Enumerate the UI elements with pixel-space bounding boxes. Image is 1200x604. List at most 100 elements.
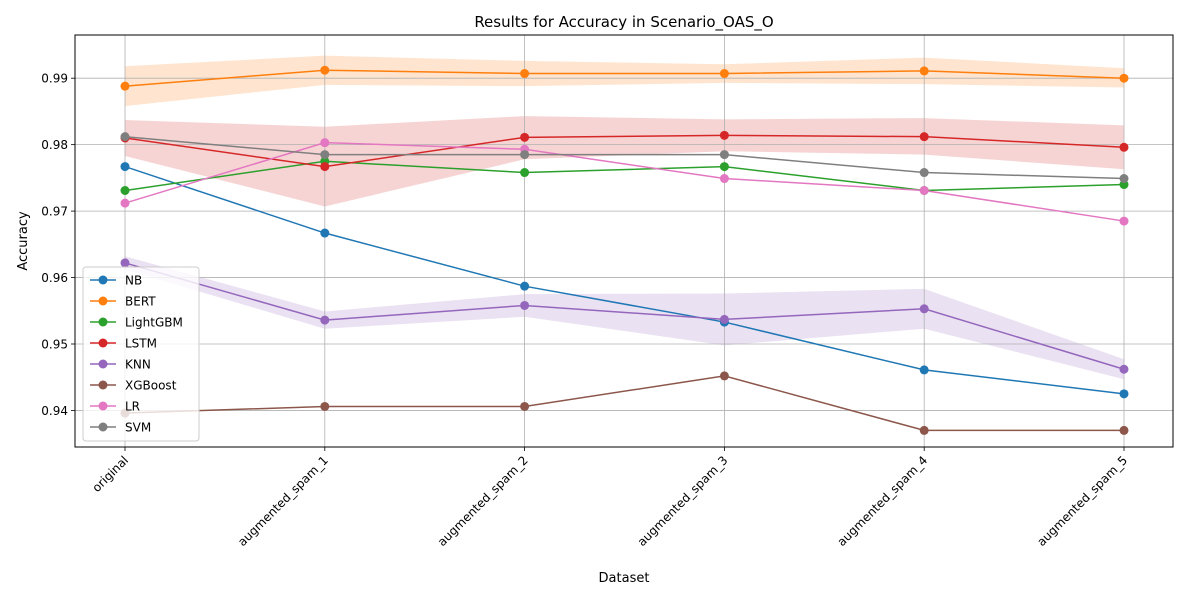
legend-entry: SVM (90, 421, 151, 435)
legend-entry: NB (90, 274, 142, 288)
data-point (719, 314, 729, 324)
data-point (320, 65, 330, 75)
series-line (124, 141, 1125, 222)
data-point (919, 304, 929, 314)
data-point (320, 228, 330, 238)
series-knn (120, 258, 1129, 374)
x-tick-label: augmented_spam_4 (834, 453, 930, 549)
series-line (124, 135, 1125, 180)
legend-swatch-marker (98, 296, 108, 306)
data-point (919, 168, 929, 178)
legend-swatch-marker (98, 401, 108, 411)
plot-frame (74, 34, 1174, 448)
legend-entry: LightGBM (90, 316, 183, 330)
x-tick-label: original (90, 453, 132, 495)
x-tick-label: augmented_spam_3 (635, 453, 731, 549)
series-line (124, 134, 1125, 168)
legend-label: XGBoost (125, 379, 177, 393)
data-point (919, 425, 929, 435)
legend-label: KNN (125, 358, 151, 372)
y-tick-label: 0.97 (41, 205, 68, 219)
data-point (520, 150, 530, 160)
legend-entry: LSTM (90, 337, 157, 351)
series-line (124, 165, 1125, 395)
x-axis-label: Dataset (599, 571, 650, 586)
data-point (320, 138, 330, 148)
y-tick-label: 0.98 (41, 138, 68, 152)
data-point (719, 162, 729, 172)
grid (75, 35, 1173, 447)
series-line (124, 375, 1124, 432)
data-point (320, 315, 330, 325)
x-tick-label: augmented_spam_5 (1034, 453, 1130, 549)
data-point (520, 281, 530, 291)
data-point (719, 371, 729, 381)
data-point (919, 185, 929, 195)
data-point (520, 69, 530, 79)
data-point (520, 300, 530, 310)
data-point (320, 150, 330, 160)
legend-swatch-marker (98, 422, 108, 432)
band-bert (125, 55, 1124, 107)
data-point (919, 132, 929, 142)
data-point (120, 185, 130, 195)
series-line (124, 160, 1125, 192)
series-svm (120, 132, 1129, 184)
data-point (120, 132, 130, 142)
legend: NB BERT LightGBM LSTM KNN XGBoost LR SVM (82, 266, 200, 442)
legend-swatch-marker (98, 338, 108, 348)
data-point (320, 162, 330, 172)
data-point (1119, 389, 1129, 399)
data-point (1119, 425, 1129, 435)
legend-label: NB (125, 274, 142, 288)
band-lstm (125, 116, 1124, 207)
series-line (124, 262, 1125, 370)
data-point (919, 66, 929, 76)
chart-title: Results for Accuracy in Scenario_OAS_O (474, 13, 773, 32)
data-point (919, 365, 929, 375)
y-tick-label: 0.96 (41, 271, 68, 285)
series-line (124, 69, 1125, 87)
data-point (719, 150, 729, 160)
x-tick-label: augmented_spam_2 (435, 453, 531, 549)
legend-swatch-marker (98, 380, 108, 390)
data-point (1119, 174, 1129, 184)
legend-label: SVM (125, 421, 151, 435)
data-point (1119, 364, 1129, 374)
y-axis-label: Accuracy (16, 211, 31, 271)
data-point (120, 81, 130, 91)
confidence-bands (125, 55, 1124, 380)
data-point (320, 401, 330, 411)
series-bert (120, 65, 1129, 91)
data-point (520, 168, 530, 178)
data-point (1119, 216, 1129, 226)
legend-label: BERT (125, 295, 156, 309)
data-point (520, 401, 530, 411)
legend-label: LR (125, 400, 140, 414)
y-tick-label: 0.94 (41, 404, 68, 418)
data-point (120, 258, 130, 268)
data-point (1119, 142, 1129, 152)
series-lines (120, 65, 1129, 435)
legend-entry: BERT (90, 295, 156, 309)
data-point (719, 69, 729, 79)
series-nb (120, 162, 1129, 399)
y-tick-label: 0.95 (41, 338, 68, 352)
data-point (719, 174, 729, 184)
legend-entry: LR (90, 400, 140, 414)
data-point (520, 132, 530, 142)
x-tick-label: augmented_spam_1 (235, 453, 331, 549)
legend-entry: KNN (90, 358, 151, 372)
legend-swatch-marker (98, 359, 108, 369)
band-knn (125, 256, 1124, 380)
legend-entry: XGBoost (90, 379, 177, 393)
legend-swatch-marker (98, 317, 108, 327)
legend-label: LightGBM (125, 316, 183, 330)
data-point (120, 198, 130, 208)
legend-label: LSTM (125, 337, 157, 351)
data-point (1119, 73, 1129, 83)
data-point (719, 130, 729, 140)
legend-box (82, 266, 200, 442)
